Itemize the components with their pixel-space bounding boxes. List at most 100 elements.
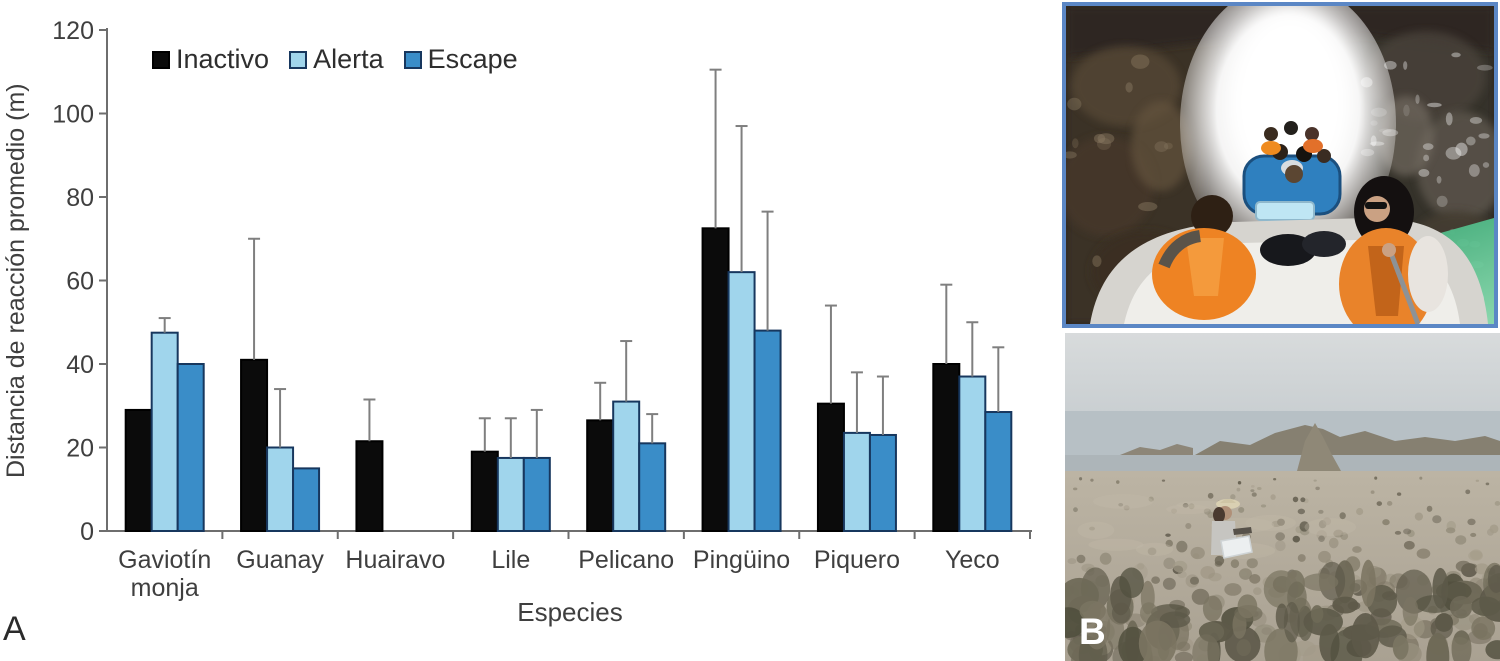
texture-blob: [1067, 558, 1077, 565]
texture-blob: [1163, 557, 1176, 570]
texture-blob: [1246, 558, 1258, 569]
texture-blob: [1270, 494, 1276, 500]
texture-blob: [1360, 77, 1373, 88]
y-tick-label: 40: [66, 351, 94, 379]
woman-selfie-lifevest: [1339, 176, 1448, 324]
texture-blob: [1432, 515, 1442, 524]
texture-blob: [1093, 133, 1106, 144]
island-silhouettes: [1120, 425, 1500, 457]
texture-blob: [1471, 616, 1496, 641]
texture-blob: [1151, 576, 1161, 584]
texture-blob: [1190, 546, 1205, 560]
texture-blob: [1378, 128, 1392, 133]
clipboard: [1220, 535, 1253, 559]
texture-blob: [1073, 507, 1078, 513]
texture-blob: [1067, 97, 1082, 111]
texture-blob: [1299, 521, 1310, 532]
texture-blob: [1434, 613, 1454, 632]
texture-blob: [1165, 539, 1173, 548]
bar-inactivo-1: [240, 358, 269, 533]
texture-blob: [1147, 547, 1157, 556]
bar-inactivo-0: [124, 408, 153, 532]
y-tick-label: 80: [66, 184, 94, 212]
cave-boat-photo: [1062, 2, 1498, 328]
texture-blob: [1163, 142, 1173, 150]
texture-blob: [1176, 540, 1188, 553]
texture-blob: [1275, 532, 1285, 541]
texture-blob: [1230, 559, 1240, 569]
texture-blob: [1416, 548, 1431, 559]
bar-escape-6: [868, 433, 897, 533]
texture-blob: [1489, 524, 1499, 534]
x-axis-title: Especies: [517, 597, 623, 627]
texture-blob: [1451, 630, 1472, 661]
texture-blob: [1426, 505, 1433, 512]
legend-item-inactivo: Inactivo: [152, 44, 269, 75]
texture-blob: [1403, 540, 1415, 550]
texture-blob: [1374, 476, 1378, 480]
texture-blob: [1166, 504, 1210, 515]
bar-inactivo-5: [701, 227, 730, 532]
texture-blob: [1207, 492, 1214, 499]
texture-blob: [1079, 477, 1083, 481]
texture-blob: [1402, 596, 1419, 626]
texture-blob: [1275, 540, 1286, 552]
texture-blob: [1360, 148, 1375, 157]
bar-alerta-1: [266, 446, 295, 532]
texture-blob: [1382, 129, 1399, 137]
legend-swatch-alerta: [289, 50, 308, 69]
texture-blob: [1445, 146, 1462, 160]
texture-blob: [1351, 613, 1380, 659]
texture-blob: [1277, 518, 1285, 526]
texture-blob: [1468, 164, 1480, 177]
texture-blob: [1304, 518, 1356, 537]
x-category-label: Pelicano: [578, 546, 674, 574]
texture-blob: [1468, 550, 1483, 561]
gear-bag: [1260, 234, 1316, 266]
texture-blob: [1470, 532, 1477, 538]
texture-blob: [1202, 595, 1223, 622]
texture-blob: [1162, 577, 1176, 590]
texture-blob: [1238, 506, 1245, 513]
bar-alerta-5: [727, 271, 756, 532]
texture-blob: [1427, 102, 1442, 108]
bar-escape-0: [176, 363, 205, 532]
texture-blob: [1467, 518, 1476, 526]
texture-blob: [1273, 478, 1277, 481]
texture-blob: [1449, 595, 1473, 619]
texture-blob: [1237, 480, 1242, 485]
texture-blob: [1123, 505, 1130, 511]
bar-escape-5: [753, 329, 782, 532]
texture-blob: [1419, 476, 1423, 480]
texture-blob: [1214, 555, 1225, 566]
texture-blob: [1455, 142, 1468, 156]
field-scene: [1065, 333, 1500, 661]
texture-blob: [1426, 632, 1450, 661]
texture-blob: [1125, 82, 1133, 93]
texture-blob: [1189, 576, 1199, 585]
texture-blob: [1485, 640, 1500, 660]
texture-blob: [1130, 54, 1150, 69]
texture-blob: [1318, 535, 1325, 542]
texture-blob: [1245, 514, 1296, 531]
bar-escape-4: [638, 442, 667, 533]
y-axis-title: Distancia de reacción promedio (m): [2, 83, 30, 478]
texture-blob: [1089, 526, 1095, 531]
texture-blob: [1360, 559, 1376, 608]
texture-blob: [1199, 622, 1225, 643]
chart-canvas: 0 20 40 60 80 100 120 Gaviotín monja Guanay Huaira…: [52, 17, 1032, 602]
texture-blob: [1239, 570, 1248, 577]
texture-blob: [1251, 492, 1257, 497]
legend-label-inactivo: Inactivo: [176, 44, 270, 74]
texture-blob: [1154, 141, 1169, 153]
texture-blob: [1230, 494, 1236, 500]
y-tick-label: 60: [66, 268, 94, 296]
texture-blob: [1176, 500, 1229, 509]
texture-blob: [1253, 587, 1262, 596]
texture-blob: [1138, 201, 1158, 212]
texture-blob: [1249, 574, 1261, 584]
texture-blob: [1445, 112, 1453, 126]
texture-blob: [1455, 535, 1467, 545]
texture-blob: [1328, 537, 1339, 549]
texture-blob: [1485, 482, 1490, 486]
